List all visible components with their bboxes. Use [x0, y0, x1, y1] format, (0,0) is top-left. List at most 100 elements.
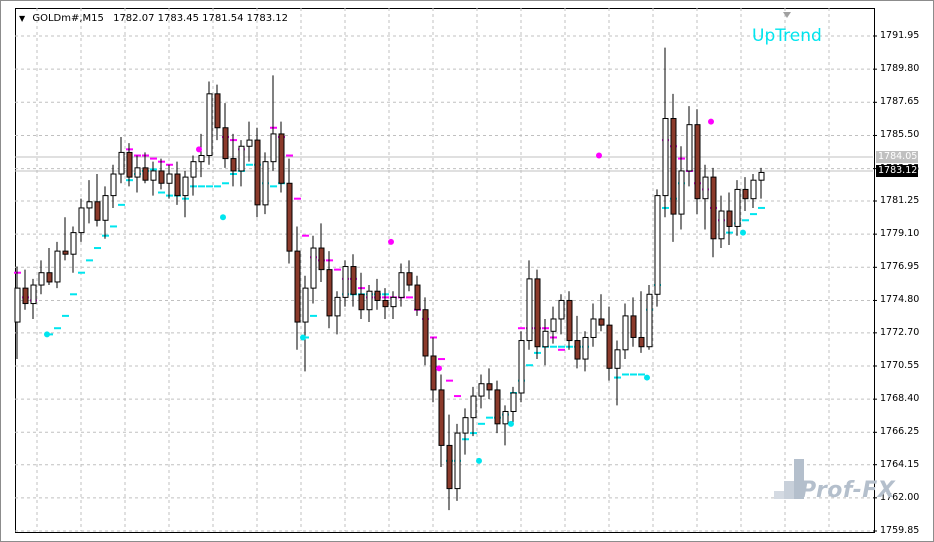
y-tick-label: 1766.25 — [880, 426, 920, 438]
symbol-timeframe: GOLDm#,M15 — [32, 13, 104, 24]
candle-body — [142, 167, 149, 181]
uptrend-start-marker — [740, 229, 746, 236]
candle-body — [446, 444, 453, 490]
candle-body — [526, 278, 533, 342]
candle-body — [462, 417, 469, 434]
uptrend-segment — [62, 314, 69, 317]
downtrend-segment — [294, 197, 301, 200]
dropdown-triangle-icon[interactable]: ▼ — [19, 14, 26, 23]
uptrend-segment — [214, 185, 221, 188]
candle-body — [350, 266, 357, 295]
candle-body — [630, 315, 637, 338]
uptrend-segment — [638, 373, 645, 376]
candle-body — [22, 287, 29, 305]
uptrend-start-marker — [508, 420, 514, 427]
candle-body — [470, 395, 477, 419]
candle-body — [38, 272, 45, 286]
candle-body — [374, 290, 381, 301]
candle-body — [134, 167, 141, 178]
candle-body — [478, 383, 485, 397]
candle-body — [254, 139, 261, 206]
candle-body — [502, 410, 509, 425]
candle-body — [206, 93, 213, 157]
candle-body — [718, 210, 725, 240]
candle-body — [494, 389, 501, 425]
candle-body — [606, 324, 613, 369]
candle-body — [566, 299, 573, 342]
downtrend-segment — [518, 327, 525, 330]
candle-body — [358, 293, 365, 311]
uptrend-segment — [310, 314, 317, 317]
candle-body — [734, 188, 741, 227]
plot-area[interactable] — [15, 8, 875, 533]
candle-body — [110, 173, 117, 197]
downtrend-segment — [286, 154, 293, 157]
candle-body — [54, 250, 61, 283]
candle-body — [150, 170, 157, 181]
candle-body — [542, 330, 549, 348]
downtrend-segment — [438, 358, 445, 361]
y-tick-label: 1789.80 — [880, 63, 920, 75]
uptrend-start-marker — [644, 374, 650, 381]
watermark-logo-icon — [774, 459, 804, 499]
candle-body — [590, 318, 597, 338]
candle-body — [454, 432, 461, 490]
candle-body — [702, 176, 709, 200]
y-tick-label: 1772.70 — [880, 326, 920, 338]
y-tick-label: 1762.00 — [880, 491, 920, 503]
uptrend-segment — [206, 185, 213, 188]
candle-body — [238, 145, 245, 172]
candle-body — [638, 336, 645, 348]
candle-body — [302, 287, 309, 323]
candle-body — [710, 176, 717, 240]
candle-body — [390, 296, 397, 308]
y-tick-label: 1787.65 — [880, 96, 920, 108]
uptrend-segment — [54, 327, 61, 330]
downtrend-start-marker — [196, 146, 202, 153]
candle-body — [310, 247, 317, 289]
candle-body — [406, 272, 413, 286]
uptrend-segment — [70, 293, 77, 296]
uptrend-segment — [478, 422, 485, 425]
candle-body — [278, 133, 285, 184]
y-tick-label: 1791.95 — [880, 30, 920, 41]
candle-body — [126, 151, 133, 178]
candle-body — [398, 272, 405, 298]
candle-body — [70, 232, 77, 255]
uptrend-start-marker — [476, 457, 482, 464]
downtrend-segment — [446, 379, 453, 382]
y-tick-label: 1781.25 — [880, 195, 920, 206]
candle-body — [510, 392, 517, 412]
indicator-label: UpTrend — [752, 26, 822, 46]
ohlc-values: 1782.07 1783.45 1781.54 1783.12 — [113, 13, 289, 24]
candle-body — [654, 195, 661, 295]
candle-body — [230, 158, 237, 172]
candle-body — [166, 173, 173, 184]
candle-body — [102, 195, 109, 221]
candle-body — [382, 299, 389, 308]
y-tick-label: 1770.55 — [880, 360, 920, 371]
candle-body — [750, 179, 757, 200]
uptrend-segment — [486, 416, 493, 419]
candle-body — [686, 124, 693, 172]
candle-body — [318, 247, 325, 271]
uptrend-start-marker — [220, 214, 226, 221]
y-tick-label: 1768.40 — [880, 393, 920, 405]
candle-body — [182, 176, 189, 197]
candle-body — [86, 201, 93, 209]
candle-body — [726, 210, 733, 227]
candle-body — [14, 287, 21, 323]
downtrend-segment — [150, 157, 157, 160]
uptrend-segment — [78, 271, 85, 274]
candle-body — [614, 349, 621, 369]
candle-body — [326, 269, 333, 317]
candle-body — [94, 201, 101, 221]
uptrend-segment — [110, 225, 117, 228]
uptrend-segment — [622, 373, 629, 376]
uptrend-segment — [742, 219, 749, 222]
candle-body — [78, 207, 85, 234]
candle-body — [342, 266, 349, 298]
candle-body — [286, 182, 293, 252]
